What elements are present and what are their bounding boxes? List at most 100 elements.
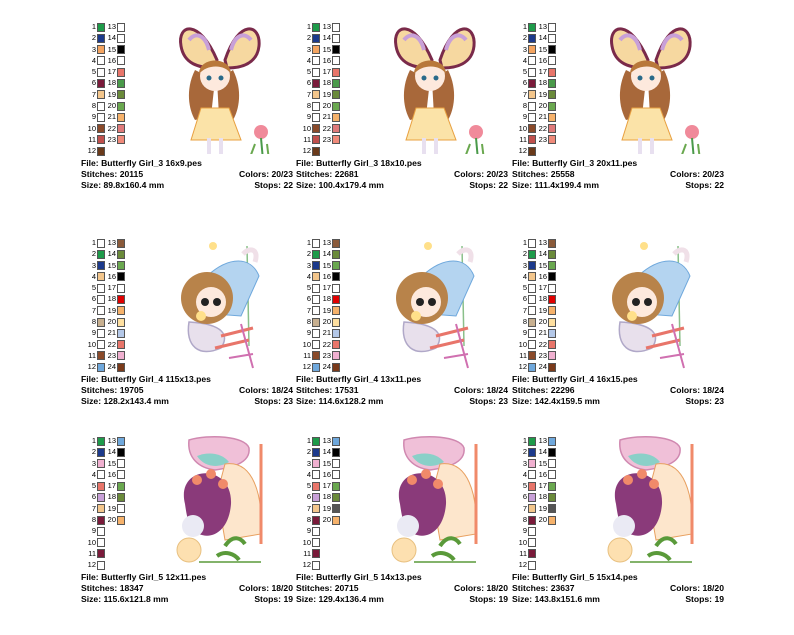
face bbox=[200, 61, 230, 91]
daisy bbox=[391, 537, 417, 563]
palette-row: 12 24 bbox=[518, 362, 558, 373]
palette-row: 1 13 bbox=[302, 436, 342, 447]
thread-swatch bbox=[97, 135, 105, 145]
palette-row: 2 14 bbox=[518, 33, 558, 44]
file-name: Butterfly Girl_5 14x13.pes bbox=[316, 572, 422, 582]
thread-number: 2 bbox=[306, 33, 311, 43]
thread-swatch bbox=[117, 447, 125, 457]
thread-swatch bbox=[332, 56, 340, 66]
color-count: 18/20 bbox=[271, 582, 293, 593]
thread-number: 11 bbox=[303, 548, 311, 558]
dress bbox=[647, 463, 693, 541]
thread-number: 18 bbox=[107, 492, 116, 502]
dress bbox=[216, 463, 262, 541]
design-card[interactable]: 1 13 2 14 3 15 4 16 5 17 6 18 7 19 8 20 9 21 10 22 11 23 12 Fi… bbox=[81, 20, 293, 220]
palette-row: 10 bbox=[518, 538, 558, 549]
thread-number: 12 bbox=[518, 362, 527, 372]
eye bbox=[218, 75, 224, 81]
color-count: 18/24 bbox=[271, 384, 293, 395]
design-card[interactable]: 1 13 2 14 3 15 4 16 5 17 6 18 7 19 8 20 9 21 10 22 11 23 12 Fi… bbox=[296, 20, 508, 220]
thread-number: 23 bbox=[322, 350, 331, 360]
palette-row: 10 bbox=[302, 538, 342, 549]
thread-swatch bbox=[312, 90, 320, 100]
thread-number: 4 bbox=[91, 469, 96, 479]
embroidery-preview-girl4 bbox=[396, 242, 475, 369]
thread-swatch bbox=[528, 101, 536, 111]
thread-number: 23 bbox=[107, 134, 116, 144]
thread-swatch bbox=[528, 538, 536, 548]
stitch-count: 19705 bbox=[119, 384, 144, 395]
thread-number: 19 bbox=[322, 503, 331, 513]
flower bbox=[627, 311, 637, 321]
thread-swatch bbox=[332, 45, 340, 55]
design-card[interactable]: 1 13 2 14 3 15 4 16 5 17 6 18 7 19 8 20 9 10 11 12 File: Bu… bbox=[296, 434, 508, 634]
thread-number: 19 bbox=[322, 305, 331, 315]
thread-swatch bbox=[97, 67, 105, 77]
palette-row: 5 17 bbox=[87, 283, 127, 294]
thread-palette: 1 13 2 14 3 15 4 16 5 17 6 18 7 19 8 20 9 21 10 22 11 23 12 bbox=[87, 22, 127, 158]
palette-row: 3 15 bbox=[302, 45, 342, 56]
palette-row: 5 17 bbox=[87, 481, 127, 492]
thread-swatch bbox=[528, 459, 536, 469]
flower bbox=[218, 479, 228, 489]
thread-swatch bbox=[117, 261, 125, 271]
palette-row: 7 19 bbox=[302, 90, 342, 101]
thread-swatch bbox=[548, 481, 556, 491]
palette-row: 6 18 bbox=[518, 294, 558, 305]
palette-row: 12 bbox=[302, 146, 342, 157]
thread-number: 5 bbox=[306, 481, 311, 491]
thread-swatch bbox=[528, 306, 536, 316]
thread-swatch bbox=[97, 492, 105, 502]
palette-row: 3 15 bbox=[518, 459, 558, 470]
thread-number: 17 bbox=[538, 67, 547, 77]
thread-number: 20 bbox=[107, 515, 116, 525]
design-size: 142.4x159.5 mm bbox=[534, 395, 600, 406]
thread-number: 20 bbox=[322, 317, 331, 327]
thread-swatch bbox=[312, 45, 320, 55]
palette-row: 8 20 bbox=[518, 515, 558, 526]
thread-number: 24 bbox=[107, 362, 116, 372]
thread-palette: 1 13 2 14 3 15 4 16 5 17 6 18 7 19 8 20 9 21 10 22 11 23 12 bbox=[518, 22, 558, 158]
thread-number: 8 bbox=[522, 317, 527, 327]
design-card[interactable]: 1 13 2 14 3 15 4 16 5 17 6 18 7 19 8 20 9 10 11 12 File: Bu… bbox=[81, 434, 293, 634]
thread-number: 13 bbox=[107, 436, 116, 445]
palette-row: 11 bbox=[518, 549, 558, 560]
stop-count: 23 bbox=[714, 395, 724, 406]
thread-number: 2 bbox=[522, 249, 527, 259]
face bbox=[613, 515, 635, 537]
design-card[interactable]: 1 13 2 14 3 15 4 16 5 17 6 18 7 19 8 20 9 10 11 12 File: Bu… bbox=[512, 434, 724, 634]
flower bbox=[623, 475, 633, 485]
thread-swatch bbox=[117, 135, 125, 145]
palette-row: 11 23 bbox=[518, 351, 558, 362]
design-size: 143.8x151.6 mm bbox=[534, 593, 600, 604]
thread-number: 22 bbox=[322, 339, 331, 349]
design-size: 89.8x160.4 mm bbox=[103, 179, 165, 190]
thread-swatch bbox=[312, 362, 320, 372]
thread-swatch bbox=[528, 146, 536, 156]
design-card[interactable]: 1 13 2 14 3 15 4 16 5 17 6 18 7 19 8 20 9 21 10 22 11 23 12 24 … bbox=[296, 236, 508, 436]
eye bbox=[201, 298, 209, 306]
thread-number: 23 bbox=[538, 134, 547, 144]
thread-number: 9 bbox=[91, 112, 96, 122]
palette-row: 5 17 bbox=[518, 283, 558, 294]
thread-number: 13 bbox=[538, 22, 547, 31]
eye bbox=[637, 75, 643, 81]
design-card[interactable]: 1 13 2 14 3 15 4 16 5 17 6 18 7 19 8 20 9 21 10 22 11 23 12 24 … bbox=[512, 236, 724, 436]
palette-row: 9 21 bbox=[518, 112, 558, 123]
thread-swatch bbox=[528, 45, 536, 55]
thread-swatch bbox=[528, 90, 536, 100]
design-card[interactable]: 1 13 2 14 3 15 4 16 5 17 6 18 7 19 8 20 9 21 10 22 11 23 12 Fi… bbox=[512, 20, 724, 220]
thread-number: 21 bbox=[322, 328, 331, 338]
thread-swatch bbox=[117, 459, 125, 469]
palette-row: 3 15 bbox=[87, 459, 127, 470]
palette-row: 7 19 bbox=[87, 504, 127, 515]
thread-number: 11 bbox=[303, 134, 311, 144]
file-name: Butterfly Girl_4 13x11.pes bbox=[316, 374, 422, 384]
daisy bbox=[176, 537, 202, 563]
design-info: File: Butterfly Girl_3 18x10.pes Stitche… bbox=[296, 158, 508, 190]
eye bbox=[206, 75, 212, 81]
design-card[interactable]: 1 13 2 14 3 15 4 16 5 17 6 18 7 19 8 20 9 21 10 22 11 23 12 24 … bbox=[81, 236, 293, 436]
thread-number: 20 bbox=[538, 101, 547, 111]
thread-number: 14 bbox=[107, 249, 116, 259]
thread-number: 5 bbox=[522, 67, 527, 77]
